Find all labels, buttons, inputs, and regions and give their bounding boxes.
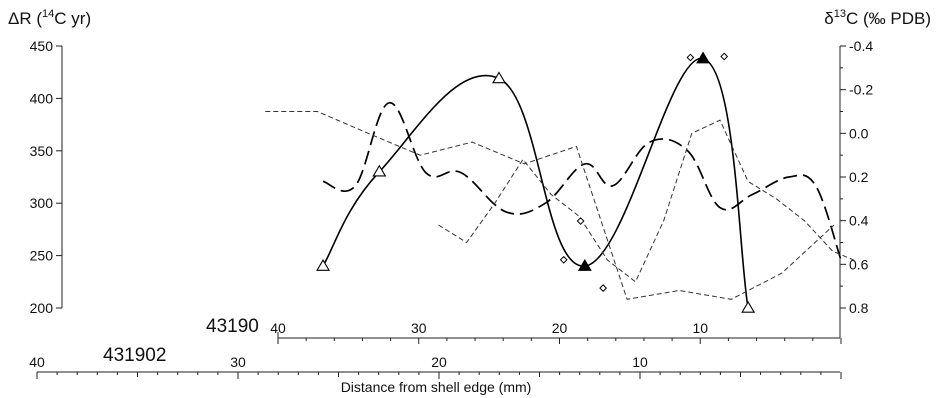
- right-tick-label: 0.0: [849, 125, 869, 141]
- specimen-label-431902: 431902: [103, 345, 166, 366]
- triangle-marker: [696, 51, 711, 64]
- right-tick-label: 0.8: [849, 300, 869, 316]
- marker-layer: [316, 51, 756, 313]
- right-tick-label: -0.4: [849, 38, 873, 54]
- right-tick-label: 0.6: [849, 256, 869, 272]
- triangle-marker: [316, 258, 331, 271]
- left-tick-label: 250: [30, 248, 54, 264]
- specimen-label-43190: 43190: [206, 316, 259, 337]
- x-axis-43190-tick-label: 30: [411, 320, 427, 336]
- triangle-marker: [577, 258, 592, 271]
- diamond-marker: [576, 217, 585, 225]
- triangle-marker: [492, 71, 506, 84]
- right-axis-title: δ13C (‰ PDB): [824, 8, 931, 28]
- x-axis-431902-tick-label: 10: [632, 354, 648, 370]
- right-tick-label: 0.4: [849, 213, 869, 229]
- triangle-marker: [372, 164, 387, 177]
- series-layer: [265, 57, 854, 309]
- left-tick-label: 200: [30, 300, 54, 316]
- left-axis-title: ΔR (14C yr): [8, 8, 91, 28]
- x-axis-43190: 40 30 20 10: [270, 320, 842, 344]
- x-axis-title: Distance from shell edge (mm): [341, 379, 532, 395]
- x-axis-431902-tick-label: 20: [431, 354, 447, 370]
- left-tick-label: 400: [30, 90, 54, 106]
- delta13c-short-dash-line: [265, 111, 835, 300]
- diamond-marker: [599, 284, 608, 292]
- triangle-marker: [741, 300, 756, 313]
- right-tick-label: 0.2: [849, 169, 869, 185]
- left-axis: 450 400 350 300 250 200: [30, 38, 63, 316]
- x-axis-431902-tick-label: 40: [29, 354, 45, 370]
- x-axis-431902: 40 30 20 10: [29, 354, 842, 379]
- left-tick-label: 450: [30, 38, 54, 54]
- x-axis-43190-tick-label: 20: [552, 320, 568, 336]
- diamond-marker: [720, 52, 729, 61]
- x-axis-43190-tick-label: 40: [270, 320, 286, 336]
- right-axis: -0.4 -0.2 0.0 0.2 0.4 0.6 0.8: [839, 38, 873, 338]
- left-tick-label: 300: [30, 195, 54, 211]
- left-tick-label: 350: [30, 143, 54, 159]
- right-tick-label: -0.2: [849, 82, 873, 98]
- delta13c-short-dash-line: [438, 119, 854, 283]
- diamond-marker: [686, 53, 695, 62]
- x-axis-43190-tick-label: 10: [692, 320, 708, 336]
- diamond-marker: [559, 255, 568, 264]
- x-axis-431902-tick-label: 30: [230, 354, 246, 370]
- delta13c-long-dash-line: [322, 101, 842, 261]
- delta-r-line: [322, 57, 749, 309]
